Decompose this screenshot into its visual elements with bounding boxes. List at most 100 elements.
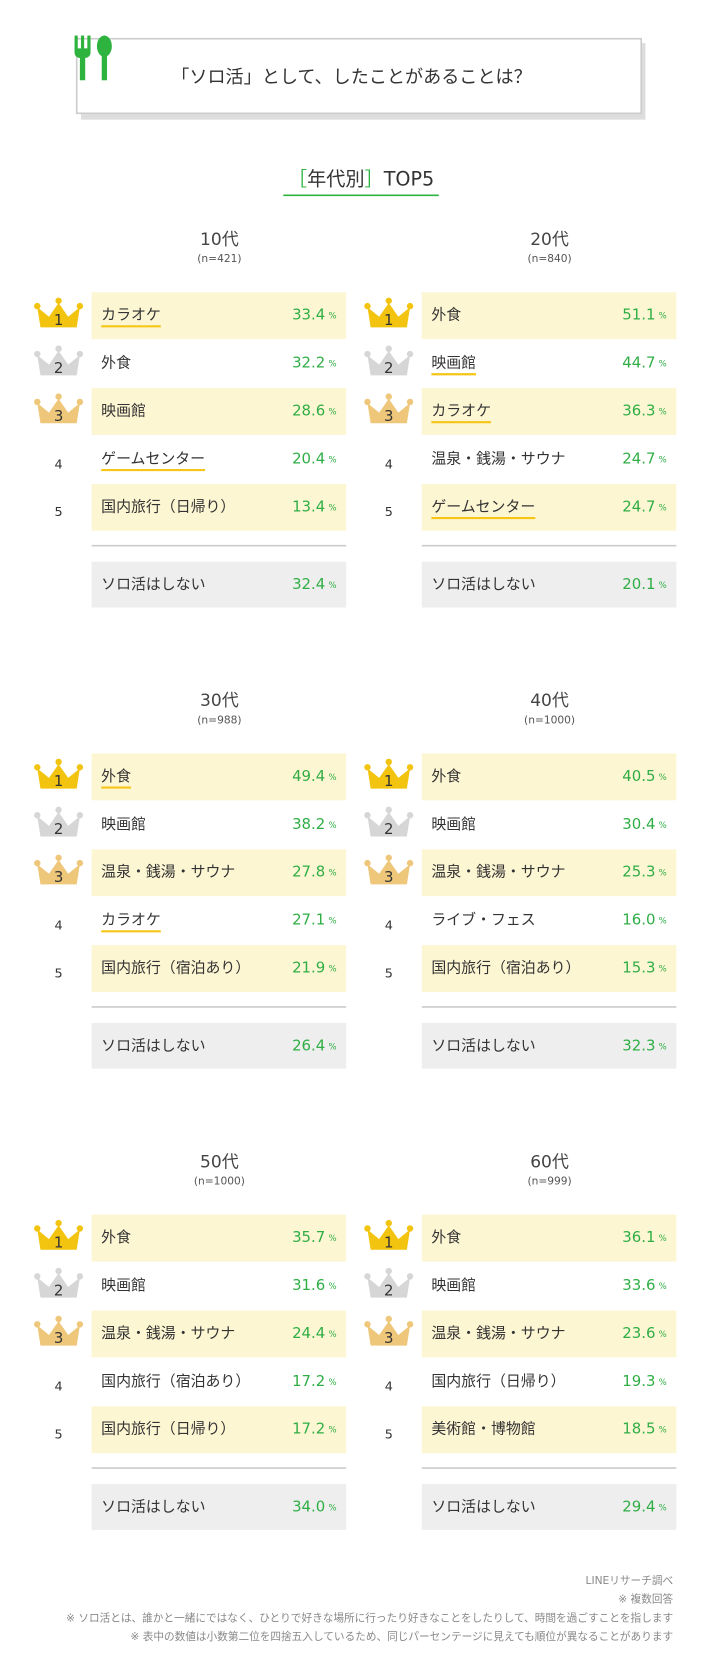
item-value: 30.4% xyxy=(622,815,666,833)
value: 18.5 xyxy=(622,1420,655,1438)
crown-tip xyxy=(385,297,392,304)
title: 「ソロ活」として、したことがあることは？ xyxy=(171,67,531,88)
crown-tip xyxy=(385,345,392,352)
item-value: 33.6% xyxy=(622,1276,666,1294)
unit: % xyxy=(328,503,336,513)
none-value: 32.4% xyxy=(292,575,336,593)
rank: 1 xyxy=(54,311,63,329)
item-label: 映画館 xyxy=(431,1276,476,1294)
item-label: カラオケ xyxy=(101,911,161,929)
footnote: ※ 表中の数値は小数第二位を四捨五入しているため、同じパーセンテージに見えても順… xyxy=(130,1630,673,1643)
item-value: 35.7% xyxy=(292,1228,336,1246)
crown xyxy=(367,1273,411,1298)
unit: % xyxy=(659,772,667,782)
value: 19.3 xyxy=(622,1372,655,1390)
crown-tip xyxy=(34,350,41,358)
item-label: 外食 xyxy=(101,354,131,372)
item-value: 28.6% xyxy=(292,402,336,420)
unit: % xyxy=(659,868,667,878)
crown-tip xyxy=(364,1273,371,1280)
value: 40.5 xyxy=(622,767,655,785)
sample-size: (n=840) xyxy=(527,252,571,265)
crown-tip xyxy=(385,806,392,814)
subtitle-label: 年代別 xyxy=(307,167,364,190)
row-bg xyxy=(91,388,347,435)
crown-tip xyxy=(364,1321,371,1328)
row-bg xyxy=(421,849,677,897)
unit: % xyxy=(659,820,667,830)
item-value: 18.5% xyxy=(622,1420,666,1438)
item-value: 24.7% xyxy=(622,449,666,467)
crown xyxy=(37,812,80,837)
crown-tip xyxy=(34,812,41,819)
none-bg xyxy=(421,561,677,608)
rank: 1 xyxy=(384,1233,393,1251)
value: 36.3 xyxy=(622,402,655,420)
crown xyxy=(37,398,80,424)
unit: % xyxy=(328,1042,336,1052)
none-label: ソロ活はしない xyxy=(101,575,205,593)
unit: % xyxy=(659,916,667,926)
item-value: 44.7% xyxy=(622,354,666,372)
crown-tip xyxy=(34,764,41,771)
value: 24.4 xyxy=(292,1324,325,1342)
unit: % xyxy=(328,1425,336,1435)
value: 32.3 xyxy=(622,1036,655,1054)
rank: 3 xyxy=(384,868,393,886)
rank: 1 xyxy=(54,772,63,790)
unit: % xyxy=(659,359,667,369)
title-box xyxy=(75,37,642,115)
row-bg xyxy=(91,483,347,531)
unit: % xyxy=(328,1377,336,1387)
item-value: 40.5% xyxy=(622,767,666,785)
item-label: 外食 xyxy=(431,1228,461,1246)
crown-tip xyxy=(364,859,371,867)
none-bg xyxy=(91,561,347,608)
row-bg xyxy=(91,897,347,945)
unit: % xyxy=(328,820,336,830)
item-value: 27.8% xyxy=(292,863,336,881)
value: 33.6 xyxy=(622,1276,655,1294)
item-value: 23.6% xyxy=(622,1324,666,1342)
rank: 4 xyxy=(55,1380,63,1395)
age-label: 30代 xyxy=(200,691,239,711)
unit: % xyxy=(328,772,336,782)
unit: % xyxy=(659,1377,667,1387)
row-bg xyxy=(421,483,677,531)
footnote: LINEリサーチ調べ xyxy=(586,1574,674,1587)
item-value: 32.2% xyxy=(292,354,336,372)
unit: % xyxy=(659,311,667,321)
item-label: 国内旅行（日帰り） xyxy=(101,1420,235,1438)
item-label: ゲームセンター xyxy=(431,497,535,515)
unit: % xyxy=(328,455,336,465)
crown-tip xyxy=(76,350,84,358)
item-value: 33.4% xyxy=(292,306,336,324)
crown xyxy=(367,859,411,885)
value: 32.2 xyxy=(292,354,325,372)
unit: % xyxy=(659,455,667,465)
row-bg xyxy=(91,1262,347,1310)
value: 23.6 xyxy=(622,1324,655,1342)
item-label: 美術館・博物館 xyxy=(431,1420,535,1438)
unit: % xyxy=(659,1503,667,1513)
value: 20.4 xyxy=(292,449,325,467)
row-bg xyxy=(91,1358,347,1406)
crown-tip xyxy=(55,1219,62,1227)
value: 32.4 xyxy=(292,575,325,593)
row-bg xyxy=(421,801,677,849)
rank: 2 xyxy=(384,1281,393,1299)
value: 33.4 xyxy=(292,306,325,324)
none-bg xyxy=(91,1484,347,1530)
item-label: 温泉・銭湯・サウナ xyxy=(431,449,565,467)
rank: 2 xyxy=(54,359,63,377)
crown xyxy=(37,302,80,328)
unit: % xyxy=(659,407,667,417)
row-bg xyxy=(421,1310,677,1358)
crown-tip xyxy=(385,1267,392,1275)
item-value: 16.0% xyxy=(622,911,666,929)
crown xyxy=(37,350,80,376)
item-value: 27.1% xyxy=(292,911,336,929)
value: 25.3 xyxy=(622,863,655,881)
crown xyxy=(367,1321,411,1346)
